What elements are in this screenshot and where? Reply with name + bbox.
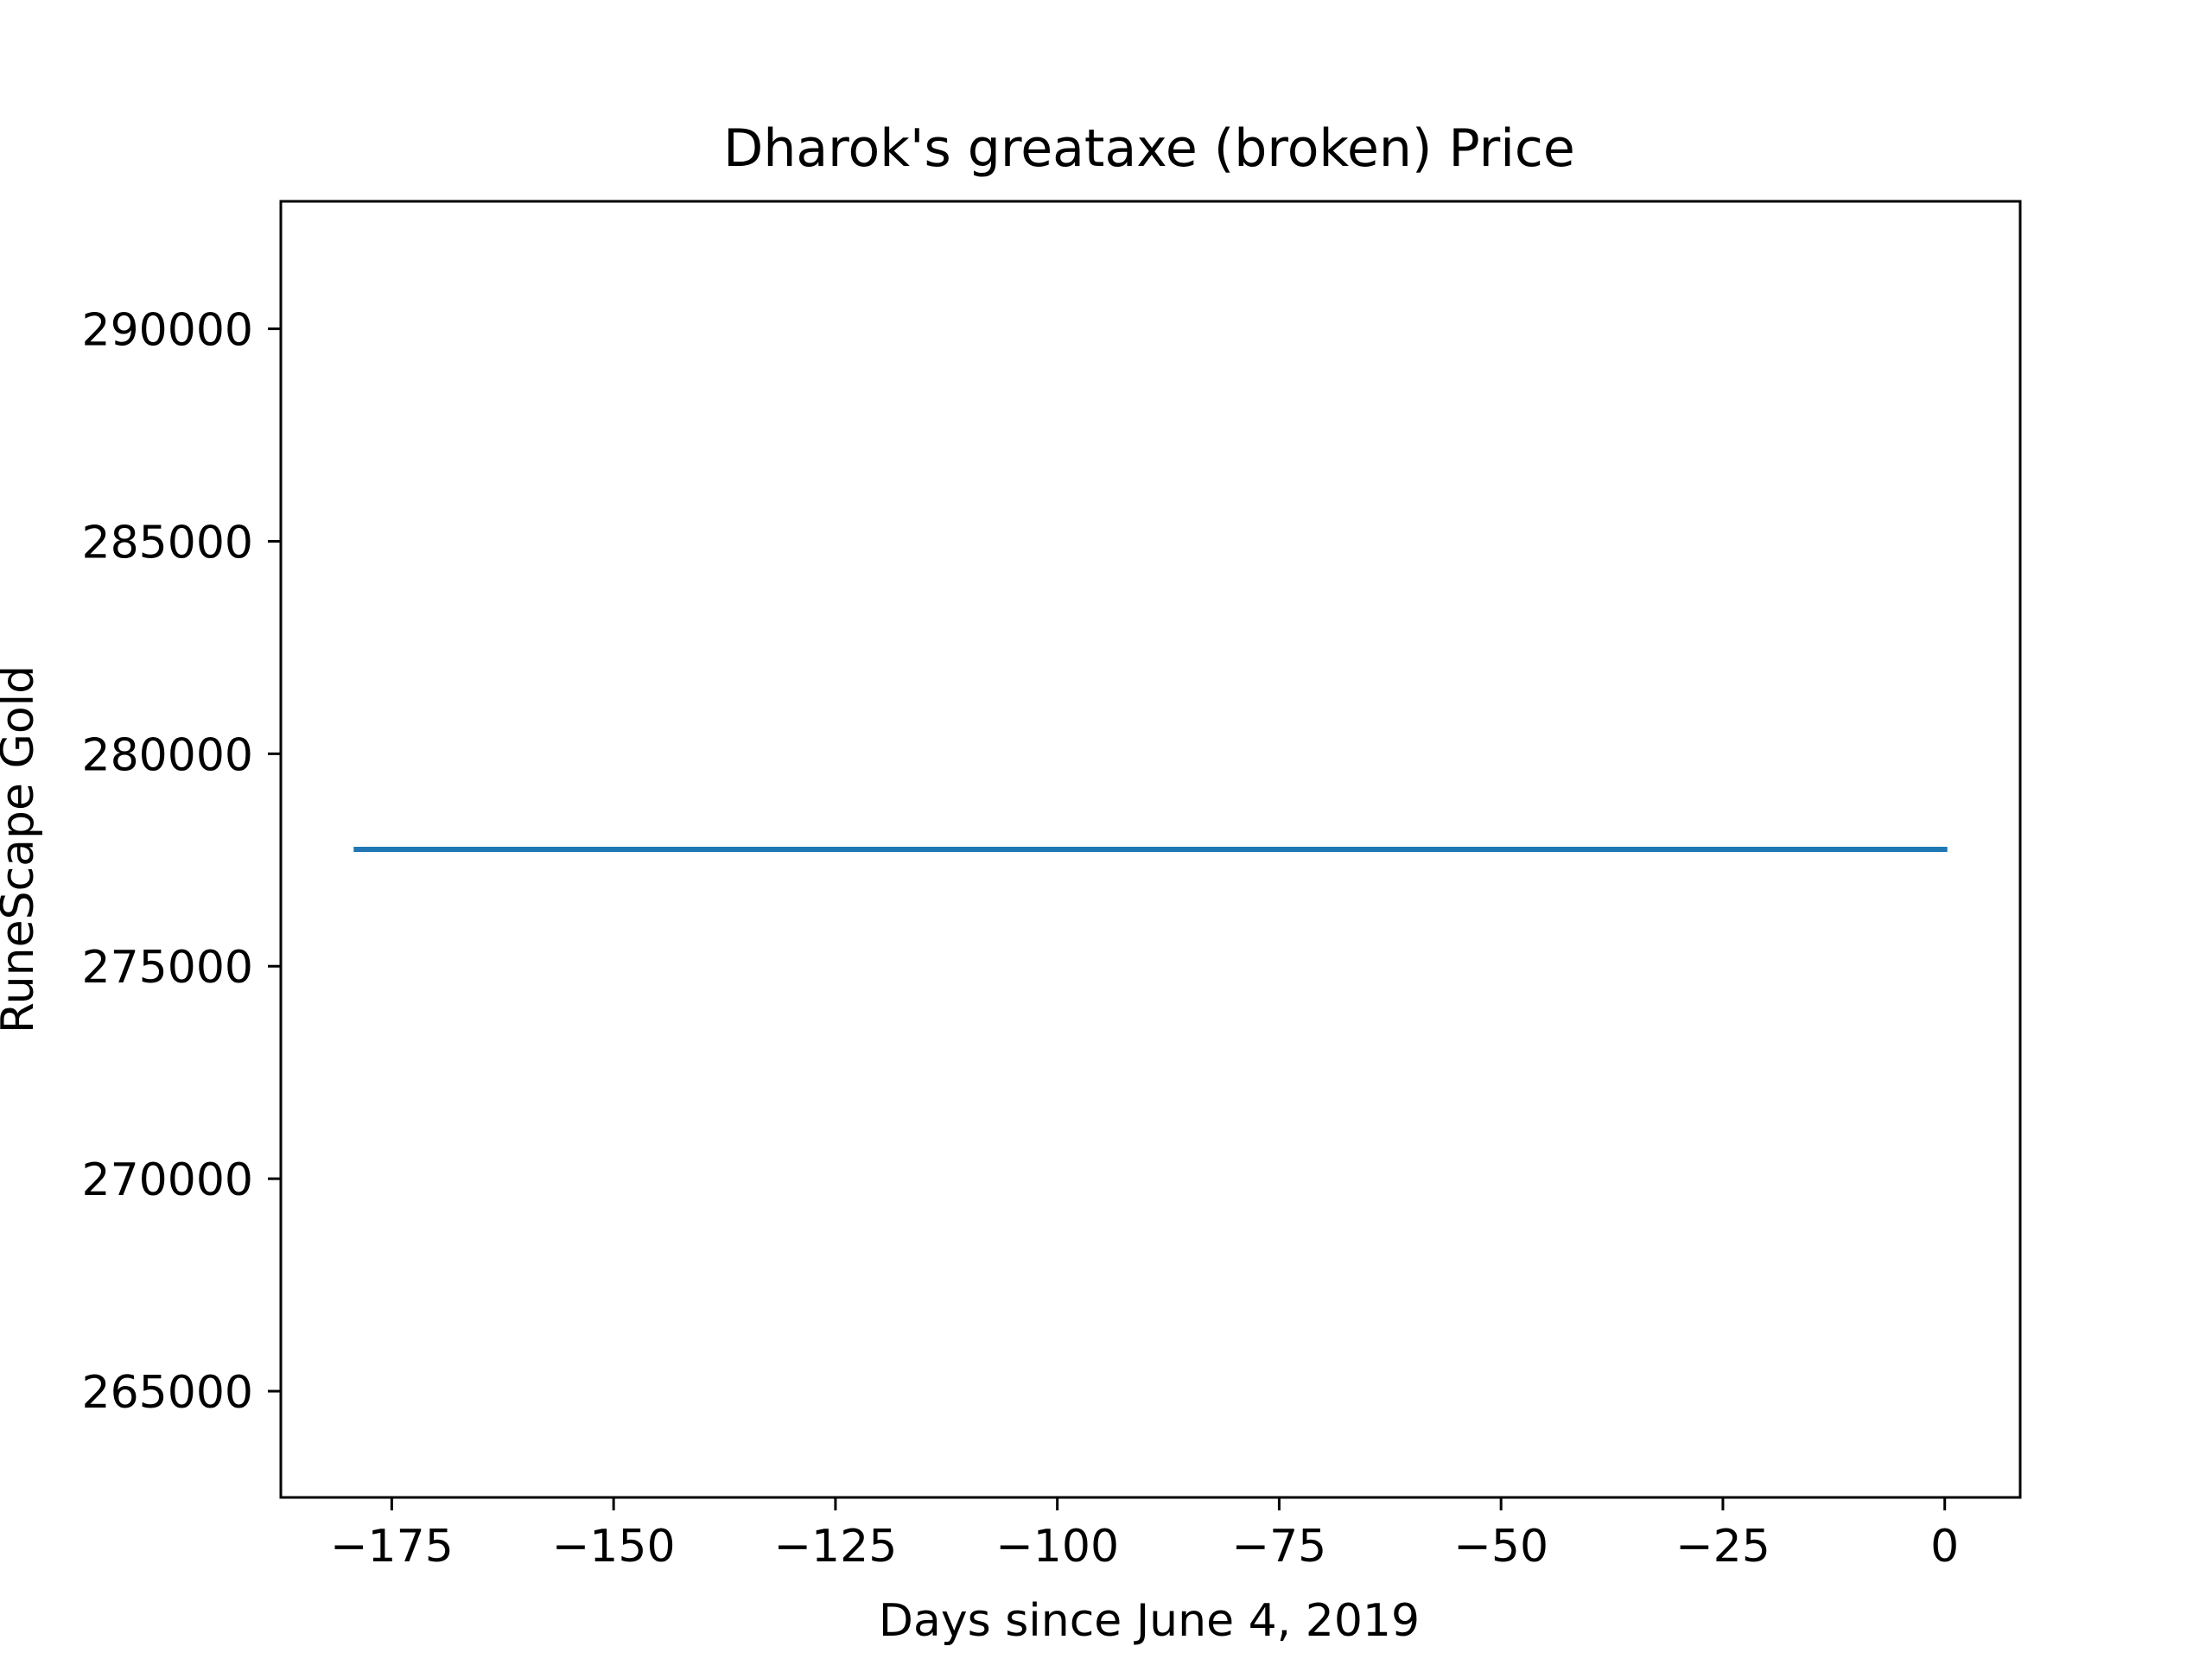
y-tick-label: 280000 bbox=[81, 729, 253, 781]
chart-title: Dharok's greataxe (broken) Price bbox=[723, 118, 1575, 179]
x-tick-label: 0 bbox=[1930, 1521, 1959, 1573]
y-tick-label: 285000 bbox=[81, 517, 253, 569]
x-tick-label: −100 bbox=[995, 1521, 1119, 1573]
x-tick-label: −125 bbox=[773, 1521, 897, 1573]
y-tick-label: 270000 bbox=[81, 1154, 253, 1206]
plot-area-frame bbox=[279, 200, 2022, 1499]
x-axis-label: Days since June 4, 2019 bbox=[879, 1595, 1420, 1647]
y-axis-ticks: 265000 270000 275000 280000 285000 290000 bbox=[81, 305, 281, 1419]
x-tick-label: −50 bbox=[1453, 1521, 1548, 1573]
x-axis-ticks: −175 −150 −125 −100 −75 −50 −25 0 bbox=[330, 1497, 1959, 1573]
x-tick-label: −175 bbox=[330, 1521, 454, 1573]
y-tick-label: 275000 bbox=[81, 942, 253, 994]
x-tick-label: −150 bbox=[552, 1521, 676, 1573]
x-tick-label: −25 bbox=[1675, 1521, 1770, 1573]
y-tick-label: 265000 bbox=[81, 1367, 253, 1419]
y-axis-label: RuneScape Gold bbox=[0, 665, 44, 1033]
x-tick-label: −75 bbox=[1232, 1521, 1327, 1573]
y-tick-label: 290000 bbox=[81, 305, 253, 357]
